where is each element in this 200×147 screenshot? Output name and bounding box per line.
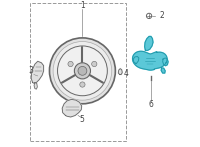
- Circle shape: [58, 46, 107, 96]
- Polygon shape: [145, 36, 153, 50]
- Circle shape: [92, 61, 97, 67]
- Circle shape: [74, 63, 90, 79]
- Circle shape: [78, 66, 87, 75]
- Text: 3: 3: [28, 66, 33, 75]
- Circle shape: [53, 41, 112, 100]
- Circle shape: [68, 61, 73, 67]
- Text: 2: 2: [159, 11, 164, 20]
- Text: 4: 4: [123, 69, 128, 77]
- Text: 5: 5: [79, 115, 84, 124]
- Polygon shape: [161, 68, 165, 73]
- Circle shape: [80, 82, 85, 87]
- Polygon shape: [133, 51, 167, 70]
- Polygon shape: [133, 56, 139, 64]
- Polygon shape: [163, 58, 168, 66]
- Polygon shape: [118, 69, 122, 75]
- Polygon shape: [34, 83, 37, 89]
- Bar: [30, 4, 126, 141]
- Text: 6: 6: [148, 100, 153, 109]
- Text: 1: 1: [80, 1, 85, 10]
- Polygon shape: [31, 61, 44, 83]
- Polygon shape: [62, 99, 82, 117]
- Circle shape: [49, 38, 115, 104]
